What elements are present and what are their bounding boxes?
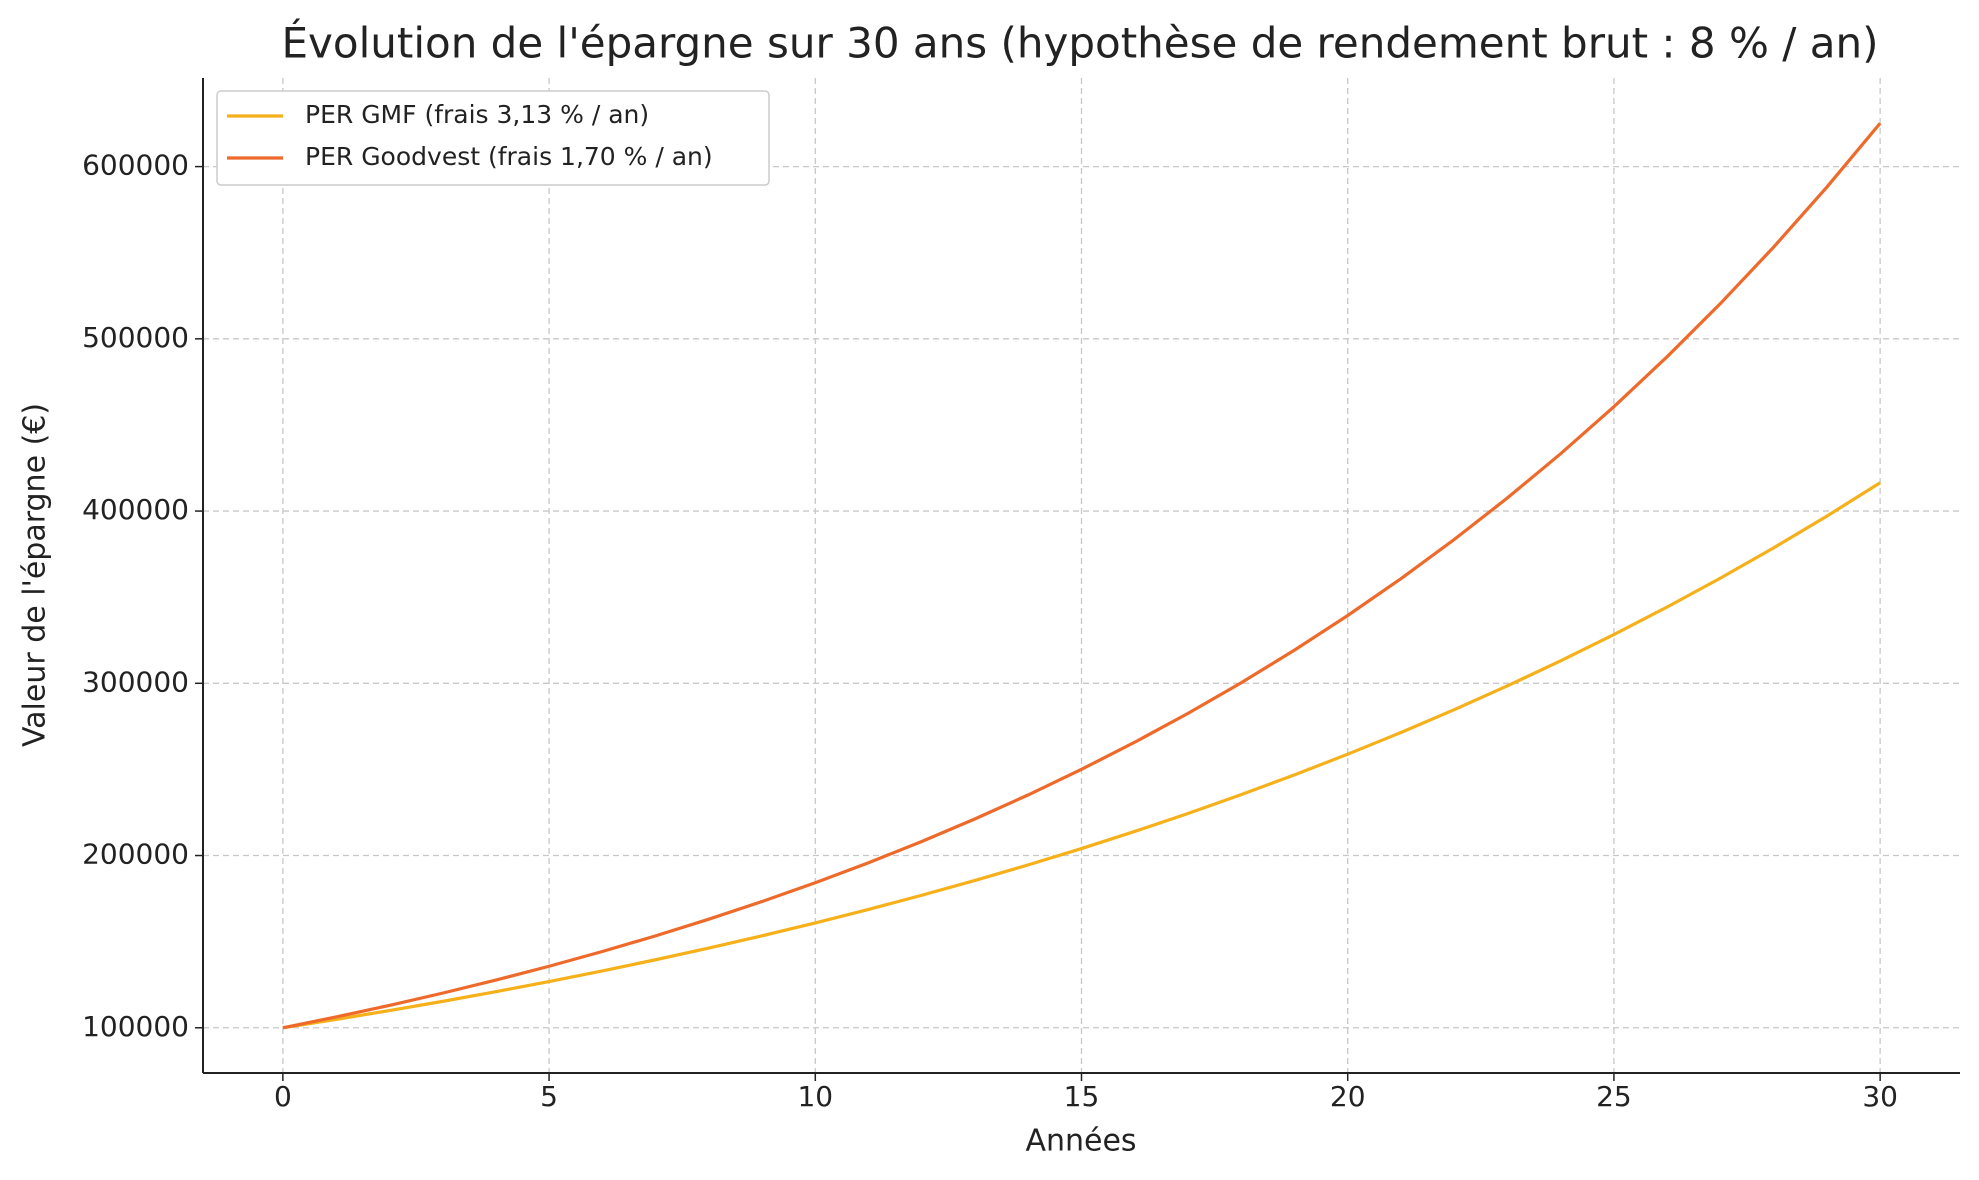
legend-label: PER Goodvest (frais 1,70 % / an)	[305, 142, 713, 171]
series-line	[282, 122, 1882, 1030]
y-tick-label: 500000	[82, 321, 189, 354]
y-tick-label: 300000	[82, 665, 189, 698]
x-axis-label: Années	[1025, 1124, 1136, 1159]
x-tick-label: 15	[1064, 1080, 1100, 1113]
y-tick-label: 100000	[82, 1010, 189, 1043]
y-tick-label: 400000	[82, 493, 189, 526]
x-tick-label: 10	[797, 1080, 833, 1113]
chart-title: Évolution de l'épargne sur 30 ans (hypot…	[282, 18, 1879, 68]
y-tick-label: 200000	[82, 838, 189, 871]
legend-box	[216, 90, 770, 186]
x-tick-label: 20	[1330, 1080, 1366, 1113]
x-tick-label: 5	[540, 1080, 558, 1113]
x-tick-label: 25	[1596, 1080, 1632, 1113]
x-tick-label: 30	[1862, 1080, 1898, 1113]
series-line	[282, 481, 1881, 1030]
y-tick-label: 600000	[82, 149, 189, 182]
legend-label: PER GMF (frais 3,13 % / an)	[305, 100, 649, 129]
x-tick-label: 0	[274, 1080, 292, 1113]
y-axis-label: Valeur de l'épargne (€)	[18, 403, 53, 747]
